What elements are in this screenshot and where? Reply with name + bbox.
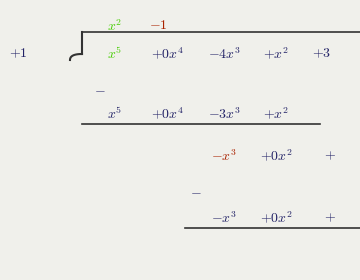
Text: $-$: $-$ xyxy=(94,82,106,96)
Text: $+1$: $+1$ xyxy=(9,46,27,60)
Text: $+x^2$: $+x^2$ xyxy=(263,106,289,122)
Text: $+0x^2$: $+0x^2$ xyxy=(260,210,292,226)
Text: $x^5$: $x^5$ xyxy=(107,46,122,62)
Text: $x^5$: $x^5$ xyxy=(107,106,122,122)
Text: $-$: $-$ xyxy=(190,184,202,198)
Text: $-x^3$: $-x^3$ xyxy=(211,210,237,226)
Text: $+3$: $+3$ xyxy=(312,46,332,60)
Text: $+0x^2$: $+0x^2$ xyxy=(260,148,292,164)
Text: $-1$: $-1$ xyxy=(149,18,167,32)
Text: $+$: $+$ xyxy=(324,148,336,162)
Text: $-3x^3$: $-3x^3$ xyxy=(208,106,240,122)
Text: $+x^2$: $+x^2$ xyxy=(263,46,289,62)
Text: $+0x^4$: $+0x^4$ xyxy=(152,46,185,62)
Text: $-4x^3$: $-4x^3$ xyxy=(208,46,240,62)
Text: $+0x^4$: $+0x^4$ xyxy=(152,106,185,122)
Text: $-x^3$: $-x^3$ xyxy=(211,148,237,164)
Text: $x^2$: $x^2$ xyxy=(107,18,122,34)
Text: $+$: $+$ xyxy=(324,210,336,224)
